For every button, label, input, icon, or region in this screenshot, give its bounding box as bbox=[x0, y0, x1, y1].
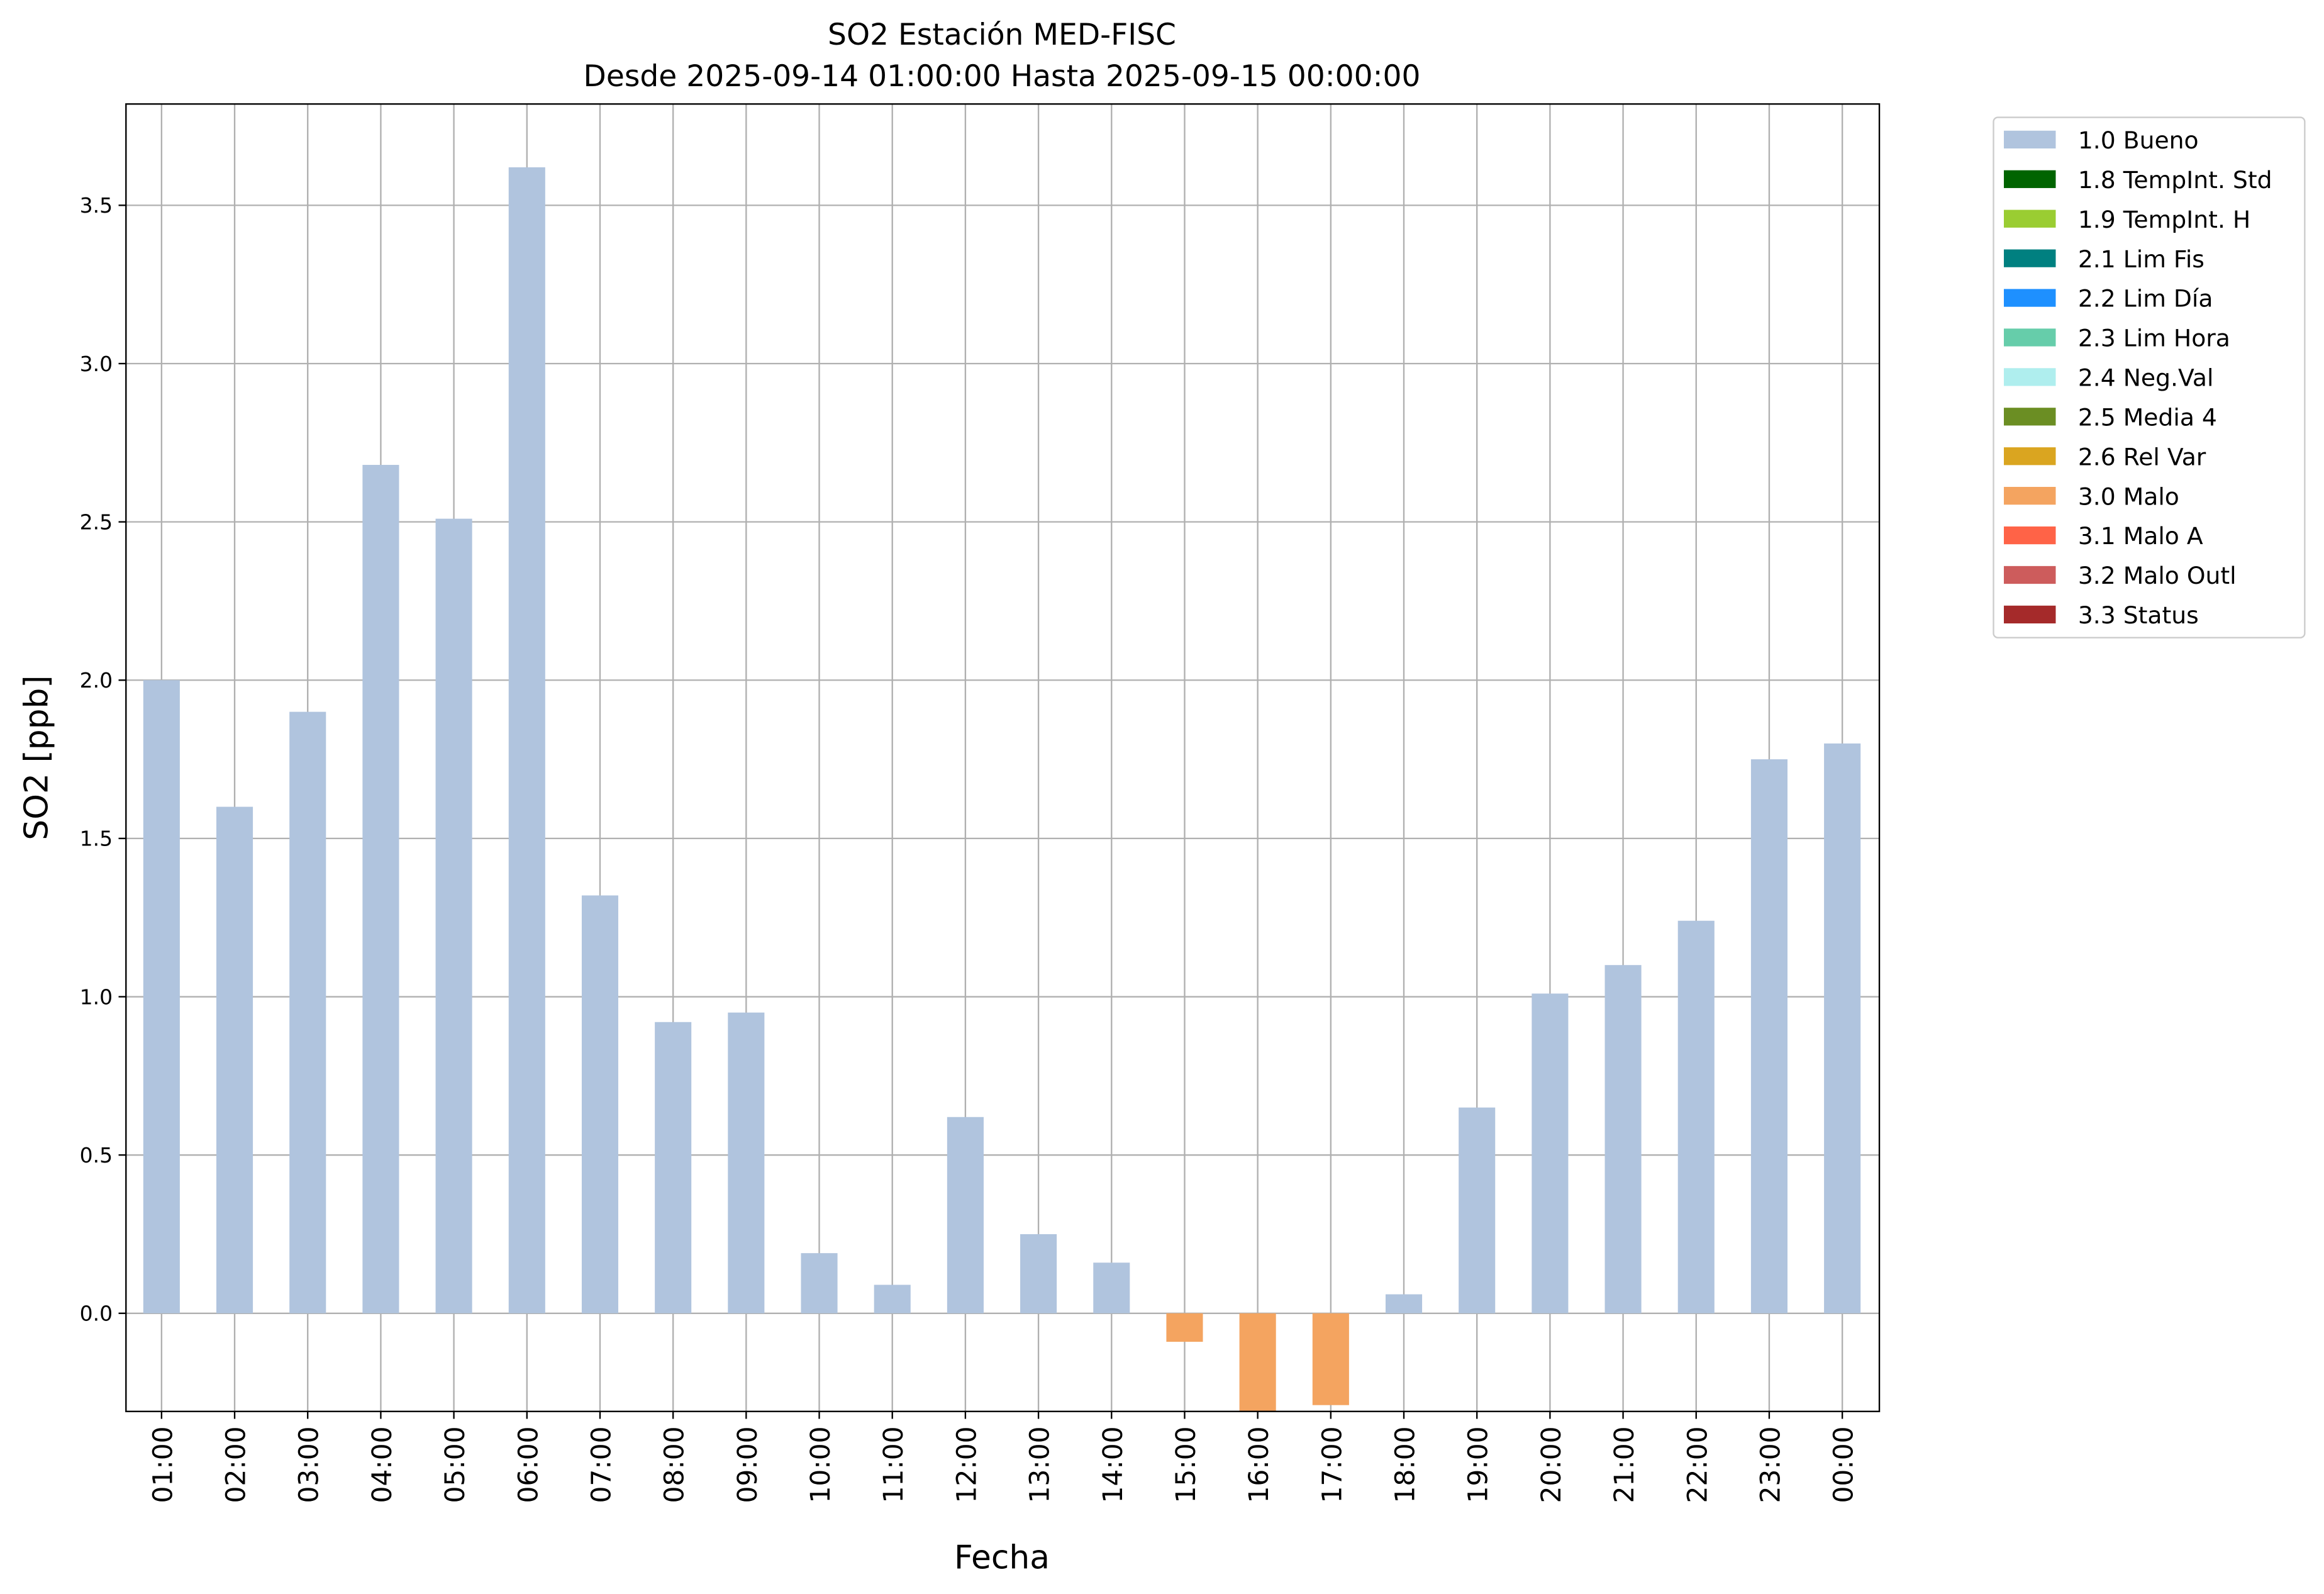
x-tick-label: 20:00 bbox=[1537, 1426, 1567, 1503]
plot-frame bbox=[125, 103, 1881, 1412]
x-tick-label: 01:00 bbox=[148, 1426, 179, 1503]
bars bbox=[143, 167, 1861, 1412]
legend-swatch bbox=[2003, 328, 2056, 347]
x-tick-label: 19:00 bbox=[1464, 1426, 1494, 1503]
legend-label: 2.5 Media 4 bbox=[2078, 403, 2217, 431]
x-tick-label: 03:00 bbox=[294, 1426, 325, 1503]
x-tick-label: 00:00 bbox=[1829, 1426, 1860, 1503]
y-tick-label: 0.5 bbox=[80, 1143, 113, 1168]
x-tick-label: 18:00 bbox=[1391, 1426, 1421, 1503]
legend-label: 3.3 Status bbox=[2078, 601, 2199, 629]
chart-title: SO2 Estación MED-FISC bbox=[828, 18, 1176, 52]
bar-07:00 bbox=[581, 895, 619, 1313]
x-tick-label: 06:00 bbox=[513, 1426, 544, 1503]
x-ticks: 01:00 02:00 03:00 04:00 05:00 06:00 07:00 08:00… bbox=[148, 1411, 1860, 1503]
legend-label: 2.6 Rel Var bbox=[2078, 443, 2206, 471]
x-tick-label: 22:00 bbox=[1682, 1426, 1713, 1503]
legend-label: 2.2 Lim Día bbox=[2078, 285, 2213, 313]
y-tick-label: 1.5 bbox=[80, 827, 113, 851]
bar-16:00 bbox=[1239, 1313, 1276, 1412]
x-tick-label: 23:00 bbox=[1755, 1426, 1786, 1503]
legend-swatch bbox=[2003, 368, 2056, 386]
legend-label: 2.4 Neg.Val bbox=[2078, 364, 2214, 392]
bar-19:00 bbox=[1459, 1107, 1496, 1313]
x-tick-label: 07:00 bbox=[586, 1426, 617, 1503]
legend-swatch bbox=[2003, 408, 2056, 426]
x-tick-label: 14:00 bbox=[1098, 1426, 1129, 1503]
bar-21:00 bbox=[1604, 965, 1642, 1313]
legend-swatch bbox=[2003, 566, 2056, 584]
bar-05:00 bbox=[435, 518, 472, 1313]
bar-11:00 bbox=[874, 1285, 911, 1313]
x-tick-label: 10:00 bbox=[806, 1426, 837, 1503]
x-tick-label: 17:00 bbox=[1317, 1426, 1348, 1503]
legend: 1.0 Bueno 1.8 TempInt. Std 1.9 TempInt. H 2… bbox=[1993, 116, 2306, 638]
chart-subtitle: Desde 2025-09-14 01:00:00 Hasta 2025-09-… bbox=[584, 59, 1421, 94]
bar-15:00 bbox=[1166, 1313, 1203, 1342]
x-tick-label: 02:00 bbox=[221, 1426, 252, 1503]
y-tick-label: 2.0 bbox=[80, 668, 113, 693]
x-tick-label: 16:00 bbox=[1244, 1426, 1275, 1503]
x-tick-label: 05:00 bbox=[440, 1426, 471, 1503]
bar-03:00 bbox=[289, 711, 326, 1313]
y-tick-label: 1.0 bbox=[80, 984, 113, 1009]
legend-label: 3.2 Malo Outl bbox=[2078, 562, 2237, 589]
y-tick-label: 0.0 bbox=[80, 1301, 113, 1326]
x-tick-label: 08:00 bbox=[660, 1426, 691, 1503]
y-tick-label: 3.0 bbox=[80, 352, 113, 376]
legend-label: 1.8 TempInt. Std bbox=[2078, 166, 2272, 194]
bar-23:00 bbox=[1750, 759, 1787, 1313]
legend-swatch bbox=[2003, 447, 2056, 465]
legend-frame bbox=[1993, 116, 2306, 638]
y-axis-label: SO2 [ppb] bbox=[18, 675, 55, 840]
bar-01:00 bbox=[143, 680, 180, 1313]
y-tick-label: 2.5 bbox=[80, 510, 113, 534]
legend-swatch bbox=[2003, 249, 2056, 267]
x-tick-label: 21:00 bbox=[1610, 1426, 1640, 1503]
legend-label: 1.0 Bueno bbox=[2078, 126, 2199, 154]
legend-swatch bbox=[2003, 170, 2056, 188]
x-axis-label: Fecha bbox=[954, 1539, 1050, 1577]
legend-swatch bbox=[2003, 289, 2056, 307]
legend-swatch bbox=[2003, 605, 2056, 624]
legend-swatch bbox=[2003, 487, 2056, 505]
bar-22:00 bbox=[1677, 920, 1715, 1313]
bar-06:00 bbox=[508, 167, 545, 1313]
bar-13:00 bbox=[1020, 1234, 1057, 1313]
y-ticks: 0.0 0.5 1.0 1.5 2.0 2.5 3.0 3.5 bbox=[80, 193, 126, 1326]
legend-swatch bbox=[2003, 209, 2056, 228]
legend-swatch bbox=[2003, 130, 2056, 149]
bar-12:00 bbox=[947, 1117, 984, 1313]
bar-02:00 bbox=[216, 806, 253, 1313]
bar-10:00 bbox=[801, 1253, 838, 1313]
x-tick-label: 12:00 bbox=[952, 1426, 982, 1503]
bar-17:00 bbox=[1312, 1313, 1349, 1405]
bar-04:00 bbox=[362, 465, 399, 1313]
x-tick-label: 11:00 bbox=[879, 1426, 909, 1503]
x-tick-label: 13:00 bbox=[1025, 1426, 1056, 1503]
legend-label: 2.1 Lim Fis bbox=[2078, 245, 2204, 273]
legend-label: 1.9 TempInt. H bbox=[2078, 206, 2250, 233]
legend-label: 3.1 Malo A bbox=[2078, 522, 2203, 550]
bar-20:00 bbox=[1532, 993, 1569, 1313]
legend-label: 3.0 Malo bbox=[2078, 482, 2179, 510]
legend-swatch bbox=[2003, 526, 2056, 545]
bar-18:00 bbox=[1385, 1294, 1423, 1313]
bar-00:00 bbox=[1824, 743, 1861, 1313]
legend-label: 2.3 Lim Hora bbox=[2078, 325, 2230, 352]
bar-08:00 bbox=[655, 1022, 692, 1313]
bar-14:00 bbox=[1093, 1262, 1130, 1313]
y-tick-label: 3.5 bbox=[80, 193, 113, 218]
x-tick-label: 15:00 bbox=[1171, 1426, 1202, 1503]
x-tick-label: 04:00 bbox=[367, 1426, 398, 1503]
bar-09:00 bbox=[728, 1012, 765, 1313]
x-tick-label: 09:00 bbox=[733, 1426, 764, 1503]
